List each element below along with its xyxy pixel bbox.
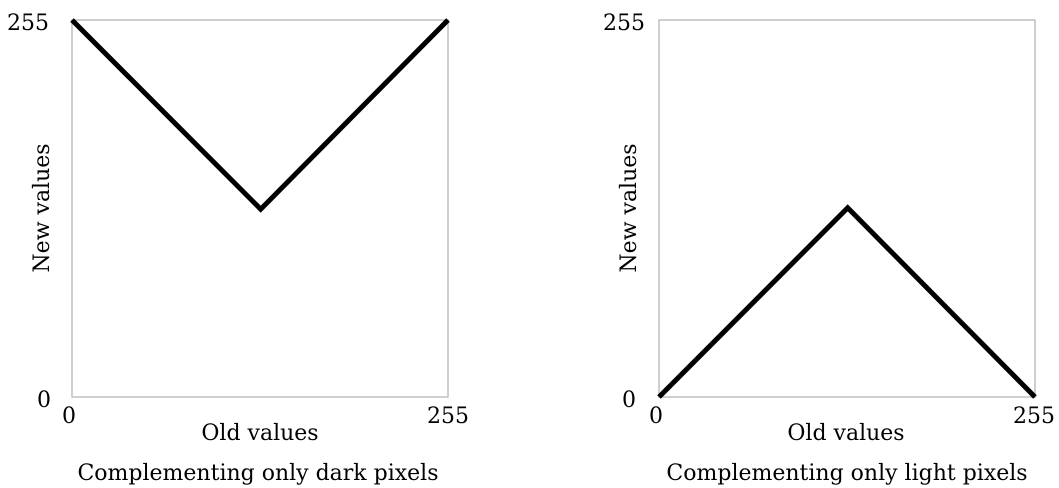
chart-caption: Complementing only light pixels [666, 461, 1027, 486]
plot-frame [658, 19, 1036, 398]
x-axis-label: Old values [787, 421, 904, 446]
x-axis-label: Old values [201, 421, 318, 446]
y-axis-label: New values [30, 143, 55, 272]
chart-panel-light: 255 0 0 255 Old values New values Comple… [603, 11, 1055, 486]
chart-panel-dark: 255 0 0 255 Old values New values Comple… [7, 11, 469, 486]
x-tick-label-max: 255 [427, 404, 469, 429]
plot-frame [71, 19, 449, 398]
series-line [657, 204, 1037, 399]
series-line [70, 18, 450, 213]
chart-caption: Complementing only dark pixels [77, 461, 438, 486]
x-tick-label-min: 0 [62, 404, 76, 429]
y-axis-label: New values [617, 143, 642, 272]
x-tick-label-max: 255 [1013, 404, 1055, 429]
y-tick-label-max: 255 [7, 11, 49, 36]
y-tick-label-min: 0 [37, 388, 51, 413]
x-tick-label-min: 0 [649, 404, 663, 429]
y-tick-label-max: 255 [603, 11, 645, 36]
y-tick-label-min: 0 [622, 388, 636, 413]
